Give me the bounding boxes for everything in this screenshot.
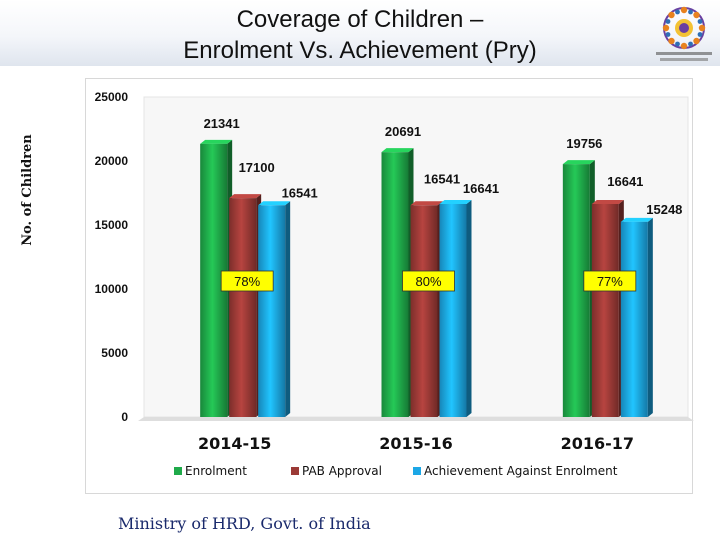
y-tick-label: 5000 [101, 346, 128, 360]
bar-top [562, 160, 595, 165]
mid-day-meal-logo [656, 6, 712, 61]
bar-2016-17-1 [591, 203, 619, 417]
bar-top [410, 201, 443, 206]
y-tick-label: 20000 [95, 154, 129, 168]
bar-side [285, 201, 291, 417]
percent-badge [220, 270, 274, 292]
bar-top [200, 139, 233, 144]
footer-text: Ministry of HRD, Govt. of India [118, 514, 371, 533]
bar-side [466, 199, 472, 417]
title-line-1: Coverage of Children – [236, 6, 484, 33]
title-band [0, 0, 720, 66]
legend-label: Achievement Against Enrolment [424, 464, 618, 478]
bar-top [381, 148, 414, 153]
y-tick-label: 25000 [95, 90, 129, 104]
data-label: 19756 [566, 136, 602, 151]
data-label: 15248 [646, 202, 682, 217]
legend-swatch [291, 467, 299, 475]
y-tick-label: 10000 [95, 282, 129, 296]
page-title: Coverage of Children – Enrolment Vs. Ach… [80, 4, 640, 66]
bar-top [591, 199, 624, 204]
y-tick-label: 0 [121, 410, 128, 424]
legend-label: PAB Approval [302, 464, 382, 478]
legend-swatch [413, 467, 421, 475]
legend-label: Enrolment [185, 464, 247, 478]
bar-side [647, 217, 653, 417]
plot-floor [138, 417, 694, 421]
x-tick-label: 2014-15 [198, 434, 271, 453]
data-label: 21341 [204, 116, 240, 131]
bar-top [439, 199, 472, 204]
bar-2015-16-2 [439, 203, 467, 417]
title-line-2: Enrolment Vs. Achievement (Pry) [183, 37, 537, 64]
percent-label: 80% [415, 274, 441, 289]
percent-label: 77% [597, 274, 623, 289]
percent-badge [402, 270, 455, 292]
data-label: 20691 [385, 124, 421, 139]
y-tick-label: 15000 [95, 218, 129, 232]
x-tick-label: 2015-16 [379, 434, 452, 453]
bar-chart: 0 5000 10000 15000 20000 25000 21341 17100 16541… [95, 90, 694, 478]
data-label: 16541 [282, 185, 318, 200]
bar-2014-15-2 [258, 205, 286, 417]
data-label: 17100 [239, 160, 275, 175]
x-tick-label: 2016-17 [561, 434, 634, 453]
data-label: 16641 [463, 181, 499, 196]
legend-swatch [174, 467, 182, 475]
y-axis-label: No. of Children [20, 134, 35, 246]
bar-top [620, 217, 653, 222]
bar-2016-17-2 [620, 221, 648, 417]
bar-top [258, 201, 291, 206]
bar-2014-15-1 [229, 198, 257, 417]
bar-2015-16-1 [410, 205, 438, 417]
percent-badge [583, 270, 637, 292]
bar-top [229, 194, 262, 199]
data-label: 16541 [424, 171, 460, 186]
chart-frame: 0 5000 10000 15000 20000 25000 21341 17100 16541… [85, 78, 694, 494]
data-label: 16641 [607, 174, 643, 189]
percent-label: 78% [234, 274, 260, 289]
